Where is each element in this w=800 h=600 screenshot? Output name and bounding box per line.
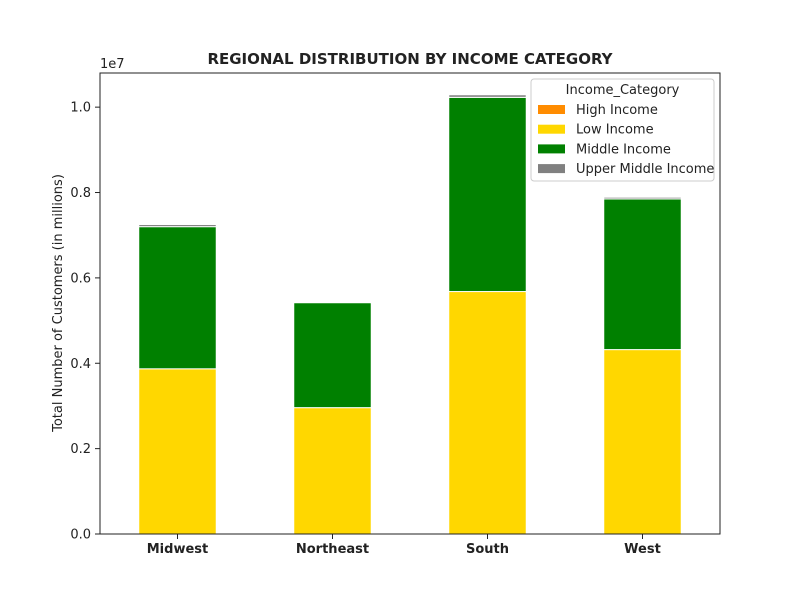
x-tick-label-midwest: Midwest: [147, 542, 208, 557]
legend-swatch-low-income: [538, 124, 565, 134]
axes-layer: 0.0 0.2 0.4 0.6 0.8 1.0 Midwest Northeast South W…: [70, 72, 721, 557]
bar-south-upper-middle-income: [448, 94, 527, 98]
bar-northeast-low-income: [293, 407, 372, 535]
bar-west-upper-middle-income: [603, 196, 682, 200]
x-tick-label-south: South: [466, 542, 509, 557]
y-axis-label: Total Number of Customers (in millions): [51, 174, 66, 433]
x-tick-label-northeast: Northeast: [296, 542, 369, 557]
y-tick-label: 0.4: [70, 357, 91, 372]
legend-label: High Income: [576, 103, 658, 118]
bar-midwest-low-income: [138, 368, 217, 535]
y-tick-label: 0.6: [70, 271, 91, 286]
bar-west-low-income: [603, 349, 682, 535]
bar-west-middle-income: [603, 198, 682, 351]
y-tick-label: 0.8: [70, 186, 91, 201]
bar-midwest-middle-income: [138, 226, 217, 370]
bar-northeast-middle-income: [293, 302, 372, 409]
y-tick-label: 0.2: [70, 442, 91, 457]
bar-midwest-upper-middle-income: [138, 224, 217, 228]
x-tick-label-west: West: [624, 542, 661, 557]
offset-text: 1e7: [100, 57, 125, 72]
bar-south-low-income: [448, 291, 527, 535]
chart-title: REGIONAL DISTRIBUTION BY INCOME CATEGORY: [207, 50, 613, 68]
legend-label: Middle Income: [576, 142, 671, 157]
plot-frame: [99, 72, 721, 535]
y-tick-label: 0.0: [70, 528, 91, 543]
legend-box: [530, 78, 715, 182]
legend-swatch-high-income: [538, 105, 565, 114]
legend-swatch-middle-income: [538, 144, 565, 154]
bars-layer: [138, 94, 682, 535]
legend-label: Upper Middle Income: [576, 162, 714, 177]
y-tick-label: 1.0: [70, 101, 91, 116]
legend-title: Income_Category: [566, 83, 680, 98]
bar-south-middle-income: [448, 96, 527, 293]
legend: Income_Category High Income Low Income Midd…: [530, 78, 715, 182]
legend-swatch-upper-middle-income: [538, 164, 565, 174]
legend-label: Low Income: [576, 123, 654, 138]
